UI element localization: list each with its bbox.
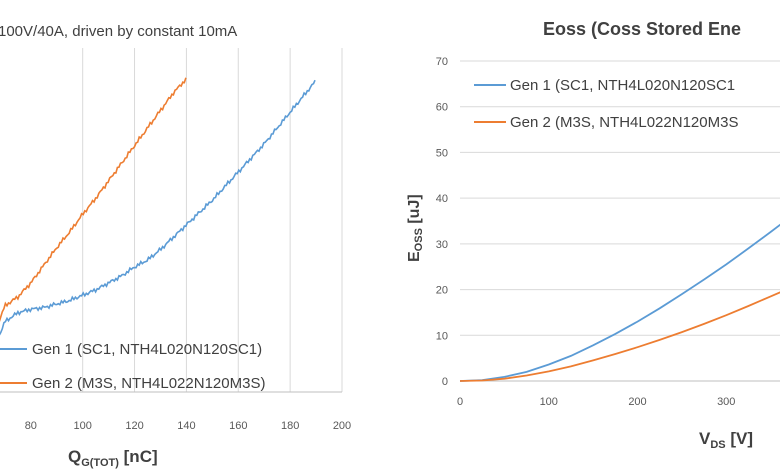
right-legend: Gen 1 (SC1, NTH4L020N120SC1 Gen 2 (M3S, N… [474,77,738,131]
x-title-unit: [V] [726,429,753,448]
left-legend-label: Gen 2 (M3S, NTH4L022N120M3S) [32,375,265,392]
x-title-sub: DS [710,439,725,451]
right-y-tick-label: 30 [436,239,448,251]
right-x-tick-label: 0 [457,396,463,408]
right-y-axis-title: EOSS [uJ] [406,194,425,262]
y-title-sub: OSS [413,228,425,251]
right-y-tick-label: 50 [436,147,448,159]
right-x-tick-label: 300 [717,396,735,408]
right-y-tick-label: 20 [436,285,448,297]
right-series-line-2 [459,291,780,382]
left-legend: Gen 1 (SC1, NTH4L020N120SC1) Gen 2 (M3S, … [0,341,265,392]
right-x-axis-title: VDS [V] [699,429,753,451]
right-y-tick-label: 40 [436,193,448,205]
left-chart: 100V/40A, driven by constant 10mA 80 100 12… [0,23,351,469]
left-x-tick-label: 140 [177,420,195,432]
x-title-unit: [nC] [119,447,158,466]
left-chart-title: 100V/40A, driven by constant 10mA [0,23,237,40]
right-series-line-1 [459,223,780,382]
left-x-tick-label: 180 [281,420,299,432]
right-x-tick-label: 100 [540,396,558,408]
left-x-tick-label: 200 [333,420,351,432]
left-x-tick-label: 120 [125,420,143,432]
x-title-sub: G(TOT) [81,457,119,469]
left-x-axis-title: QG(TOT) [nC] [68,447,158,469]
left-x-tick-label: 160 [229,420,247,432]
y-title-main: E [406,251,423,262]
left-series-line-2 [0,77,187,323]
x-title-main: Q [68,447,81,466]
x-title-main: V [699,429,711,448]
right-y-tick-label: 0 [442,376,448,388]
left-series-line-1 [0,79,316,336]
right-legend-label: Gen 2 (M3S, NTH4L022N120M3S [510,114,738,131]
right-y-tick-label: 70 [436,56,448,68]
right-y-tick-label: 10 [436,330,448,342]
left-x-tick-label: 80 [25,420,37,432]
left-legend-label: Gen 1 (SC1, NTH4L020N120SC1) [32,341,262,358]
right-chart-title: Eoss (Coss Stored Ene [543,19,741,39]
left-x-tick-label: 100 [74,420,92,432]
right-legend-label: Gen 1 (SC1, NTH4L020N120SC1 [510,77,735,94]
right-y-tick-label: 60 [436,102,448,114]
right-chart: Eoss (Coss Stored Ene 0 10 20 30 40 50 60 70 0 100… [406,19,780,451]
right-x-tick-label: 200 [628,396,646,408]
y-title-unit: [uJ] [406,194,423,228]
